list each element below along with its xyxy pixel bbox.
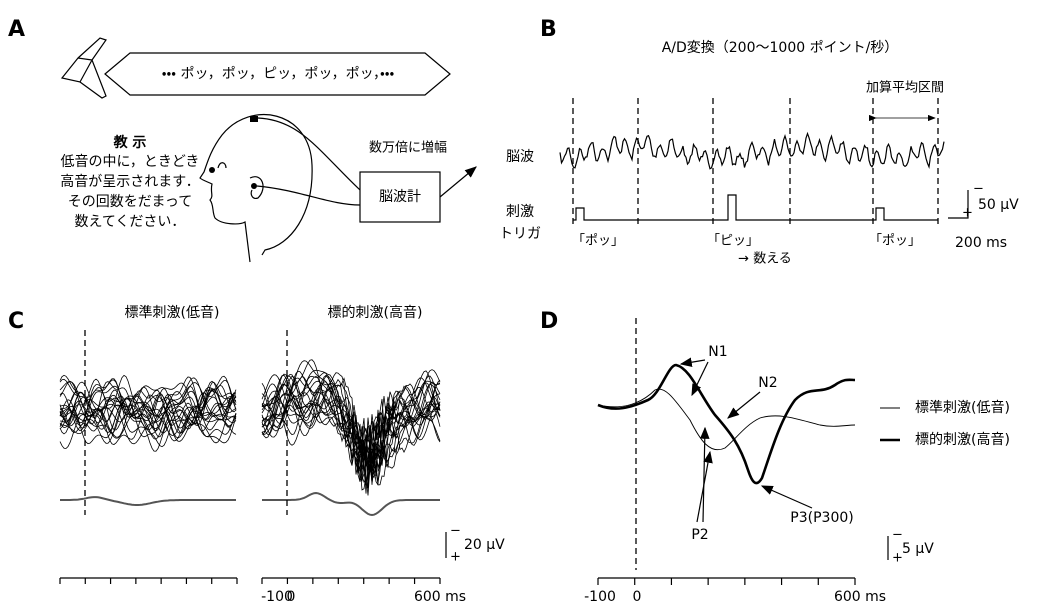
single-trial xyxy=(59,378,237,435)
eeg-trace xyxy=(559,131,945,170)
head xyxy=(199,113,313,263)
pointer xyxy=(679,357,706,367)
single-trial xyxy=(261,370,441,496)
single-trial xyxy=(261,400,441,469)
single-trial xyxy=(59,389,237,445)
single-trial xyxy=(59,380,237,434)
component-label: P3(P300) xyxy=(790,510,853,526)
trigger-label: トリガ xyxy=(499,226,541,242)
pointer xyxy=(691,361,709,397)
electrode xyxy=(251,183,257,189)
scale-time: 200 ms xyxy=(955,235,1007,251)
scale-sign: − xyxy=(450,524,461,539)
condition-title: 標的刺激(高音) xyxy=(328,304,423,321)
electrode xyxy=(250,116,258,122)
sound-banner xyxy=(104,52,451,96)
trigger-trace xyxy=(573,194,938,221)
standard-erp xyxy=(597,388,856,451)
single-trial xyxy=(59,398,237,448)
panel-label: C xyxy=(8,309,24,334)
g xyxy=(59,577,441,584)
pupil xyxy=(209,167,215,173)
condition-title: 標準刺激(低音) xyxy=(125,304,220,321)
wires xyxy=(256,117,361,206)
scale-sign: − xyxy=(973,182,984,197)
component-label: N2 xyxy=(758,375,777,391)
component-label: N1 xyxy=(708,344,727,360)
component-label: P2 xyxy=(691,527,708,543)
scale-sign: − xyxy=(892,528,903,543)
sound-sequence: ・・・ ポッ，ポッ，ピッ，ポッ，ポッ，・・・ xyxy=(162,66,395,82)
axis-label: 600 ms xyxy=(834,589,886,605)
single-trial xyxy=(59,394,237,442)
single-trial xyxy=(59,395,237,444)
single-trial xyxy=(59,385,237,438)
pointer xyxy=(699,426,710,523)
g xyxy=(597,577,856,585)
axis-label: 0 xyxy=(287,589,296,605)
stimulus-label: 「ポッ」 xyxy=(572,234,624,249)
single-trial xyxy=(59,396,237,445)
single-trial xyxy=(261,370,441,470)
single-trial xyxy=(261,377,441,486)
panel-title: A/D変換（200〜1000 ポイント/秒） xyxy=(662,40,899,56)
scale-amplitude: 50 μV xyxy=(978,197,1019,213)
legend-label: 標的刺激(高音) xyxy=(915,431,1010,448)
speaker xyxy=(60,37,107,99)
panel-label: D xyxy=(540,309,558,334)
g xyxy=(59,359,441,517)
instruction-title: 教 示 xyxy=(113,134,147,151)
scale-sign: + xyxy=(962,206,973,221)
stimulus-label: 「ピッ」 xyxy=(707,234,759,249)
eeg-label: 脳波 xyxy=(506,149,534,165)
single-trial xyxy=(59,376,237,435)
pointer xyxy=(760,485,813,509)
single-trial xyxy=(60,378,237,427)
scale-sign: + xyxy=(892,551,903,566)
single-trial xyxy=(261,375,441,494)
instruction-line: その回数をだまって xyxy=(68,194,192,210)
target-erp xyxy=(597,363,856,485)
single-trial xyxy=(261,375,441,489)
stimulus-label: 「ポッ」 xyxy=(869,234,921,249)
panel-label: B xyxy=(540,17,557,42)
scale-amplitude: 5 μV xyxy=(902,541,934,557)
eye xyxy=(217,162,227,169)
count-note: → 数える xyxy=(738,252,792,267)
device-label: 脳波計 xyxy=(379,189,421,205)
ear xyxy=(249,176,264,199)
output-arrow xyxy=(439,166,477,198)
scale-bar xyxy=(948,190,969,219)
average xyxy=(262,491,440,517)
panel-label: A xyxy=(8,17,25,42)
pointer xyxy=(727,391,761,419)
legend-label: 標準刺激(低音) xyxy=(915,399,1010,416)
trigger-label: 刺激 xyxy=(506,203,534,220)
single-trial xyxy=(261,382,441,473)
instruction-line: 高音が呈示されます． xyxy=(60,173,199,190)
amplify-label: 数万倍に増幅 xyxy=(369,141,447,156)
scale-sign: + xyxy=(450,550,461,565)
axis-label: -100 xyxy=(584,589,616,605)
average xyxy=(60,496,236,506)
single-trial xyxy=(59,391,237,445)
single-trial xyxy=(59,380,237,440)
instruction-line: 低音の中に，ときどき xyxy=(61,153,200,170)
single-trial xyxy=(59,374,237,426)
window-label: 加算平均区間 xyxy=(866,81,944,96)
axis-label: 600 ms xyxy=(414,589,466,605)
single-trial xyxy=(59,391,237,452)
axis-label: 0 xyxy=(633,589,642,605)
axis-label: -100 xyxy=(261,589,293,605)
single-trial xyxy=(261,369,441,469)
scale-amplitude: 20 μV xyxy=(464,537,505,553)
instruction-line: 数えてください． xyxy=(75,214,186,230)
